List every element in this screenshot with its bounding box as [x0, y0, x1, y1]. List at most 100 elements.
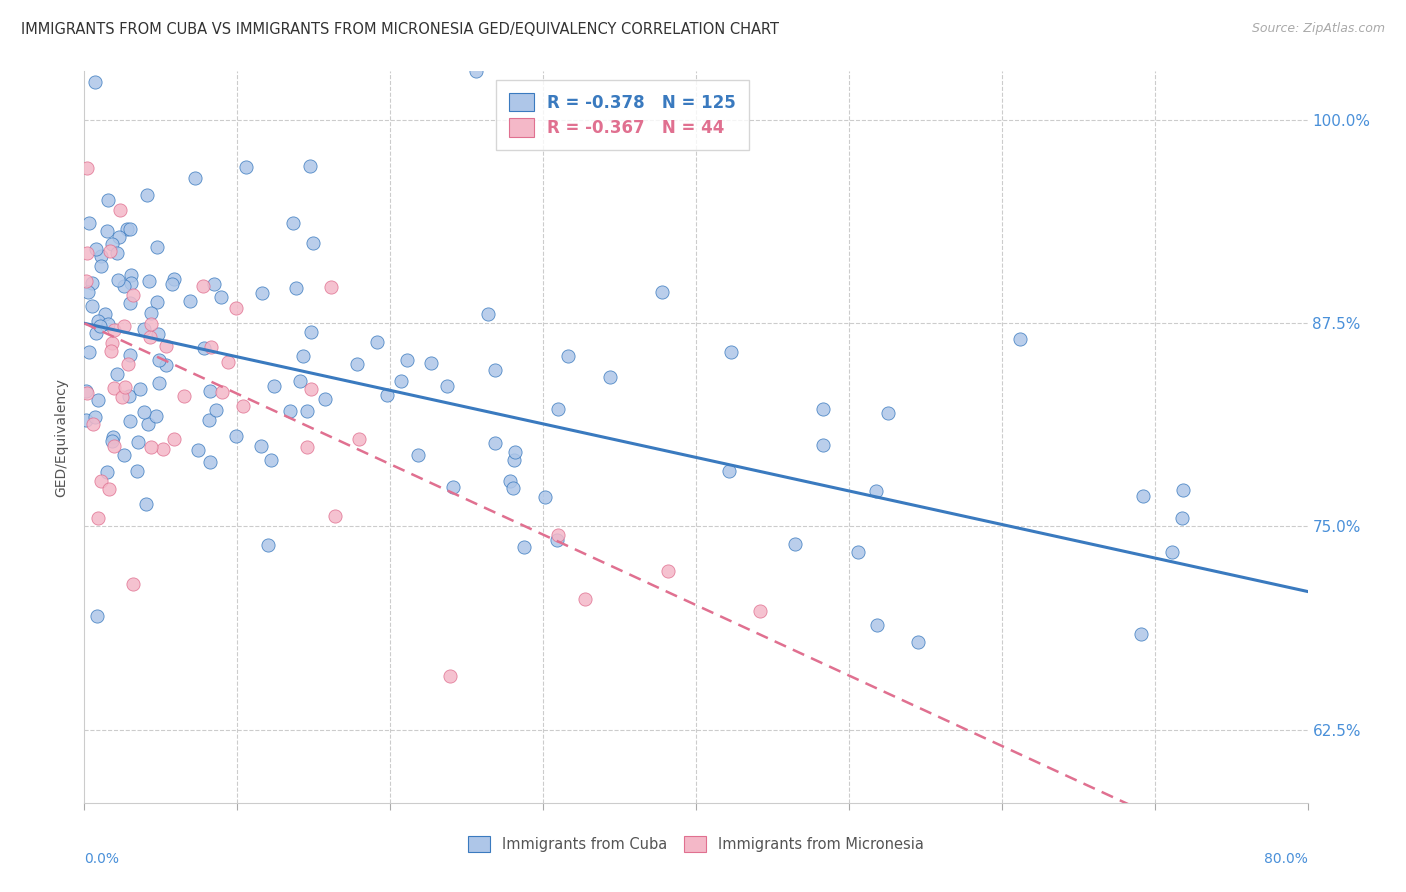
Point — [138, 275, 160, 289]
Point — [162, 277, 184, 292]
Point — [846, 545, 869, 559]
Point — [375, 388, 398, 402]
Point — [720, 344, 742, 359]
Point — [118, 414, 141, 428]
Point — [98, 244, 121, 258]
Point — [783, 537, 806, 551]
Point — [110, 203, 132, 218]
Point — [108, 229, 131, 244]
Point — [235, 160, 257, 174]
Point — [79, 216, 101, 230]
Point — [139, 306, 162, 320]
Point — [138, 330, 160, 344]
Point — [502, 481, 524, 495]
Point — [866, 618, 889, 632]
Point — [115, 222, 138, 236]
Text: 80.0%: 80.0% — [1264, 852, 1308, 865]
Point — [90, 260, 112, 274]
Point — [907, 634, 929, 648]
Point — [547, 402, 569, 417]
Point — [193, 341, 215, 355]
Point — [135, 497, 157, 511]
Point — [484, 363, 506, 377]
Point — [80, 299, 103, 313]
Point — [749, 604, 772, 618]
Point — [129, 382, 152, 396]
Point — [292, 349, 315, 363]
Point — [90, 250, 112, 264]
Point — [87, 313, 110, 327]
Point — [101, 430, 124, 444]
Point — [295, 441, 318, 455]
Point — [84, 243, 107, 257]
Point — [155, 358, 177, 372]
Point — [77, 345, 100, 359]
Point — [112, 448, 135, 462]
Point — [114, 279, 136, 293]
Point — [146, 295, 169, 310]
Point — [284, 280, 307, 294]
Point — [301, 236, 323, 251]
Point — [477, 308, 499, 322]
Point — [139, 440, 162, 454]
Point — [97, 482, 120, 496]
Point — [87, 392, 110, 407]
Point — [152, 442, 174, 456]
Point — [148, 352, 170, 367]
Point — [319, 280, 342, 294]
Point — [263, 379, 285, 393]
Point — [278, 403, 301, 417]
Point — [118, 348, 141, 362]
Point — [200, 384, 222, 398]
Point — [114, 380, 136, 394]
Point — [420, 356, 443, 370]
Point — [103, 439, 125, 453]
Point — [96, 466, 118, 480]
Point — [574, 592, 596, 607]
Point — [250, 439, 273, 453]
Point — [465, 64, 488, 78]
Legend: Immigrants from Cuba, Immigrants from Micronesia: Immigrants from Cuba, Immigrants from Mi… — [463, 830, 929, 858]
Point — [90, 474, 112, 488]
Point — [111, 390, 134, 404]
Point — [76, 161, 98, 175]
Point — [298, 159, 321, 173]
Point — [118, 389, 141, 403]
Point — [120, 268, 142, 282]
Point — [211, 290, 233, 304]
Point — [117, 357, 139, 371]
Point — [101, 434, 124, 448]
Point — [232, 399, 254, 413]
Point — [1173, 483, 1195, 498]
Point — [657, 564, 679, 578]
Point — [346, 357, 368, 371]
Point — [148, 327, 170, 342]
Point — [718, 464, 741, 478]
Point — [299, 382, 322, 396]
Point — [191, 279, 214, 293]
Point — [184, 170, 207, 185]
Point — [112, 318, 135, 333]
Point — [84, 326, 107, 340]
Point — [87, 511, 110, 525]
Point — [198, 455, 221, 469]
Point — [77, 285, 100, 299]
Point — [395, 352, 418, 367]
Point — [281, 216, 304, 230]
Point — [105, 246, 128, 260]
Point — [82, 417, 104, 431]
Point — [295, 404, 318, 418]
Point — [1130, 627, 1153, 641]
Point — [89, 318, 111, 333]
Point — [120, 222, 142, 236]
Point — [366, 335, 388, 350]
Point — [288, 374, 311, 388]
Point — [484, 436, 506, 450]
Point — [1171, 511, 1194, 525]
Point — [250, 286, 273, 301]
Point — [75, 413, 97, 427]
Point — [299, 325, 322, 339]
Point — [225, 301, 247, 315]
Point — [101, 237, 124, 252]
Point — [811, 438, 834, 452]
